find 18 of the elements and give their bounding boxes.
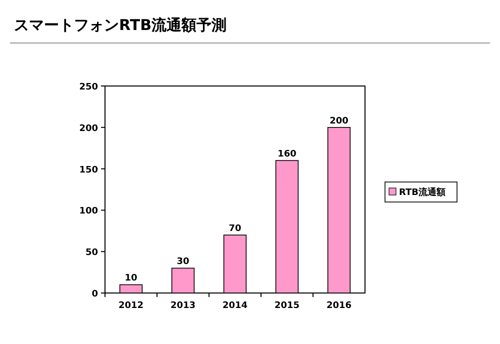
data-label: 160	[278, 150, 296, 160]
y-tick-label: 150	[79, 165, 98, 176]
y-tick-label: 50	[85, 248, 98, 258]
data-label: 30	[176, 257, 190, 268]
x-tick-label: 2013	[170, 301, 196, 311]
x-tick-label: 2014	[222, 301, 248, 311]
x-tick-label: 2015	[274, 301, 300, 311]
data-label: 10	[124, 274, 138, 284]
y-tick-label: 100	[79, 206, 98, 217]
y-tick-label: 200	[79, 124, 98, 134]
y-tick-label: 0	[92, 290, 98, 300]
y-tick-label: 250	[79, 82, 98, 92]
chart-title: スマートフォンRTB流通額予測	[14, 16, 227, 34]
data-label: 200	[330, 116, 348, 126]
x-tick-label: 2012	[118, 301, 144, 311]
x-tick-label: 2016	[326, 301, 352, 311]
legend-label: RTB流通額	[399, 187, 446, 198]
data-label: 70	[228, 224, 242, 234]
